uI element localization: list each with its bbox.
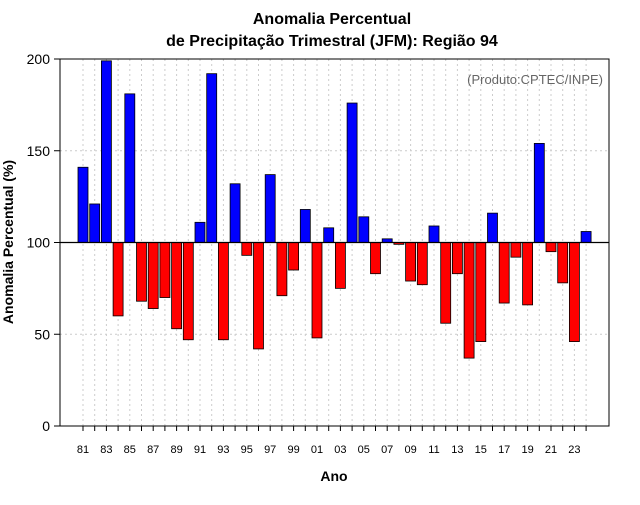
bar-82	[89, 203, 101, 243]
y-tick-label: 100	[27, 235, 51, 251]
bar-01	[311, 242, 323, 339]
bar-17	[498, 242, 510, 304]
bar-03	[334, 242, 346, 289]
x-tick-label: 99	[287, 444, 299, 456]
x-tick-label: 87	[147, 444, 159, 456]
bar-98	[276, 242, 288, 297]
bar-05	[358, 216, 370, 243]
y-axis-label: Anomalia Percentual (%)	[0, 160, 16, 324]
y-tick-label: 200	[27, 51, 51, 67]
x-tick-label: 19	[521, 444, 533, 456]
bar-09	[405, 242, 417, 282]
bar-20	[533, 143, 545, 243]
bar-99	[288, 242, 300, 271]
x-tick-label: 91	[194, 444, 206, 456]
bar-97	[264, 174, 276, 243]
x-tick-label: 93	[217, 444, 229, 456]
bar-81	[77, 166, 89, 243]
x-tick-label: 83	[100, 444, 112, 456]
x-tick-label: 95	[241, 444, 253, 456]
y-tick-label: 150	[27, 143, 51, 159]
chart-title-line1: Anomalia Percentual	[253, 11, 411, 28]
credit-text: (Produto:CPTEC/INPE)	[467, 72, 603, 87]
bar-19	[522, 242, 533, 306]
bar-23	[569, 242, 580, 342]
chart-title-line2: de Precipitação Trimestral (JFM): Região…	[166, 33, 498, 50]
bar-84	[112, 242, 124, 317]
x-axis-label: Ano	[320, 468, 347, 484]
bar-24	[580, 231, 592, 243]
bar-22	[557, 242, 569, 284]
bar-92	[206, 73, 218, 243]
y-tick-label: 0	[42, 418, 50, 434]
x-tick-label: 15	[475, 444, 487, 456]
x-tick-label: 01	[311, 444, 323, 456]
x-tick-label: 97	[264, 444, 276, 456]
x-tick-label: 13	[451, 444, 463, 456]
bar-93	[217, 242, 229, 341]
bar-21	[545, 242, 557, 253]
bar-16	[487, 212, 498, 243]
bar-00	[299, 209, 311, 243]
bar-96	[253, 242, 264, 350]
x-tick-label: 05	[358, 444, 370, 456]
x-tick-label: 17	[498, 444, 510, 456]
bar-14	[463, 242, 475, 359]
y-tick-label: 50	[34, 326, 50, 342]
bar-13	[451, 242, 463, 275]
bar-11	[428, 225, 440, 243]
bar-02	[323, 227, 335, 243]
x-tick-label: 03	[334, 444, 346, 456]
bar-88	[159, 242, 171, 298]
x-tick-label: 81	[77, 444, 89, 456]
x-tick-label: 07	[381, 444, 393, 456]
bar-94	[229, 183, 241, 243]
grid-layer	[60, 58, 609, 427]
bar-90	[182, 242, 194, 341]
x-tick-label: 21	[545, 444, 557, 456]
bar-87	[147, 242, 159, 309]
axis-layer: 0 50 100 150 200 81 83 85 87 89 91 93 95 97 99 01 03 05 07…	[27, 51, 587, 456]
bar-10	[416, 242, 428, 286]
x-tick-label: 23	[568, 444, 580, 456]
bar-89	[171, 242, 183, 330]
bar-86	[136, 242, 147, 302]
bar-95	[241, 242, 253, 256]
bar-06	[370, 242, 381, 275]
bar-91	[194, 221, 206, 243]
x-tick-label: 89	[170, 444, 182, 456]
x-tick-label: 09	[404, 444, 416, 456]
x-tick-label: 85	[124, 444, 136, 456]
bar-83	[101, 60, 112, 243]
bar-layer	[77, 60, 592, 359]
bar-18	[510, 242, 522, 258]
bar-85	[124, 93, 136, 243]
bar-15	[475, 242, 487, 342]
bar-04	[346, 102, 358, 243]
x-tick-label: 11	[428, 444, 439, 456]
bar-12	[440, 242, 452, 324]
